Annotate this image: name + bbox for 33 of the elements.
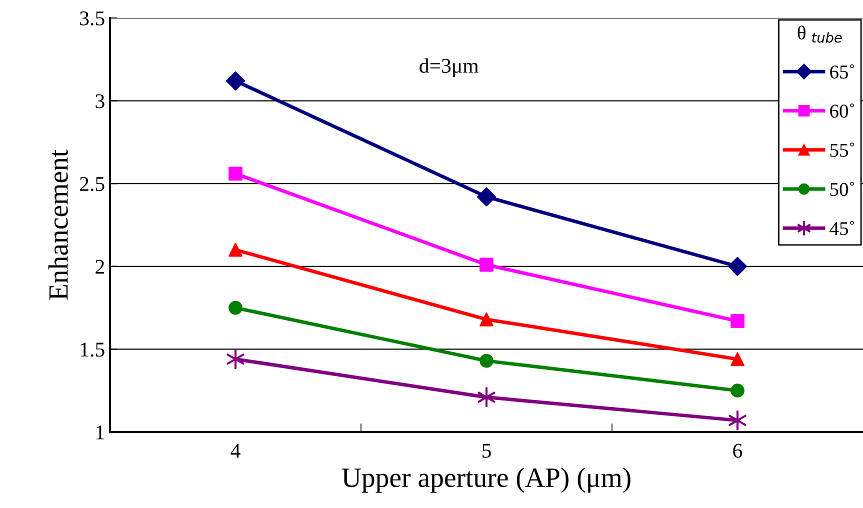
point <box>480 258 494 272</box>
point <box>730 352 744 366</box>
point <box>228 300 242 315</box>
x-tick-label: 4 <box>230 444 240 458</box>
y-tick-label: 3 <box>96 94 104 108</box>
y-tick-label: 3.5 <box>80 11 104 26</box>
y-tick-label: 2.5 <box>80 177 104 192</box>
annotation: d=3μm <box>420 58 479 78</box>
x-axis-title: Upper aperture (AP) (μm) <box>342 468 630 493</box>
point <box>728 410 746 430</box>
point <box>476 187 496 206</box>
legend-label: 60˚ <box>830 103 854 118</box>
point <box>228 242 242 257</box>
point <box>480 354 494 368</box>
point <box>730 384 744 398</box>
point <box>728 256 748 276</box>
y-tick-label: 1 <box>96 425 104 440</box>
point <box>226 71 246 90</box>
x-tick-label: 6 <box>733 444 742 458</box>
y-tick-label: 1.5 <box>80 342 104 357</box>
legend-label: 55˚ <box>830 142 854 157</box>
legend-title: θ $_{tube}$ <box>798 26 842 43</box>
x-tick-label: 5 <box>482 444 491 458</box>
y-tick-label: 2 <box>96 260 104 274</box>
point <box>730 314 744 328</box>
legend-label: 45˚ <box>830 220 854 236</box>
point <box>228 166 242 181</box>
legend-label: 65˚ <box>830 64 854 79</box>
y-axis-title: Enhancement <box>48 150 68 300</box>
point <box>480 312 494 326</box>
point <box>226 349 244 370</box>
legend-label: 50˚ <box>830 182 854 196</box>
point <box>478 387 496 408</box>
